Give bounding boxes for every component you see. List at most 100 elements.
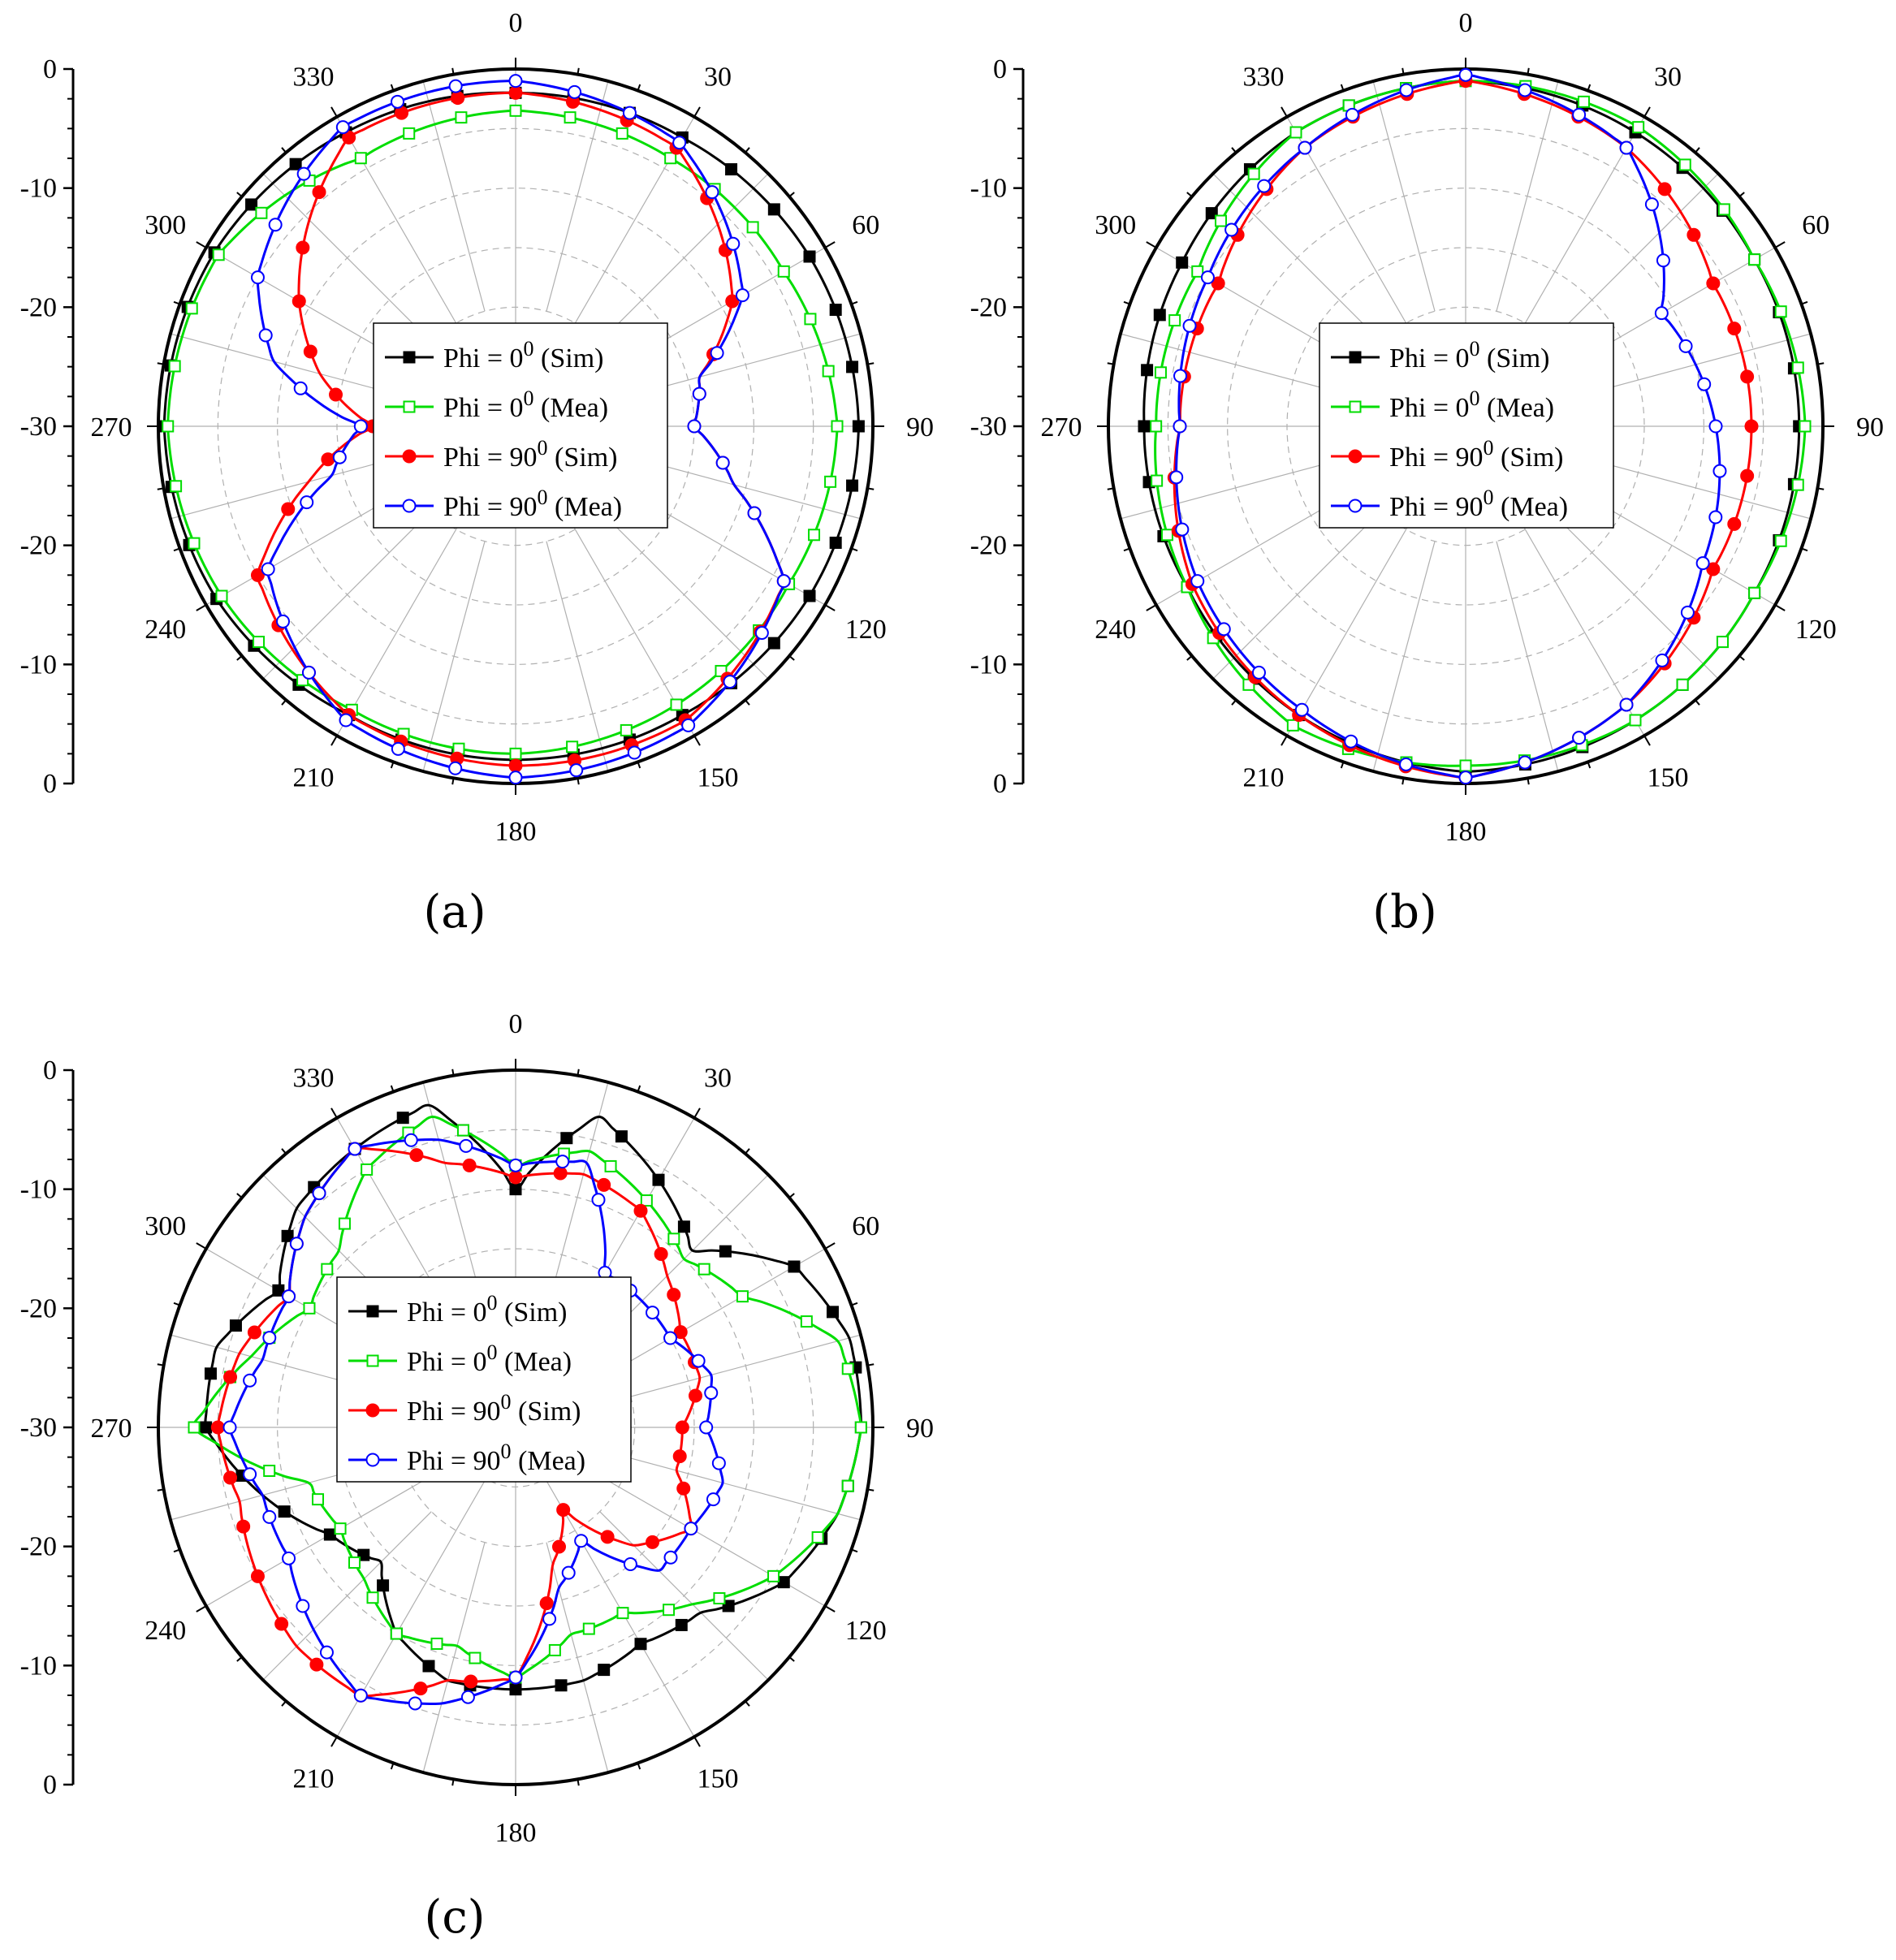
angle-tick [1774,241,1786,248]
data-point [699,1420,714,1435]
polar-chart-c: 0 30 60 90 120 150 180 210 240 270 300 330 0 -10 -20 -3… [20,1009,934,1848]
data-point [396,1112,409,1125]
data-point [456,1124,469,1137]
angle-tick [1527,778,1530,785]
angle-tick [693,106,701,118]
angle-tick-label: 180 [495,1818,537,1848]
legend-label: Phi = 900 (Mea) [407,1440,585,1476]
data-point [691,1353,706,1368]
data-point [1518,755,1532,770]
data-point [390,1627,403,1640]
data-point [258,328,273,343]
data-point [777,1576,790,1589]
data-point [229,1319,242,1332]
data-point [200,1421,213,1434]
data-point [560,1132,573,1145]
data-point [681,718,696,732]
data-point [272,1284,285,1297]
data-point [1173,419,1187,434]
angle-tick [824,604,836,611]
data-point [1678,339,1693,353]
angle-tick-label: 240 [145,1616,186,1646]
angle-tick [577,1779,580,1786]
data-point [1717,203,1730,216]
data-point [170,480,183,493]
angle-tick [824,1242,836,1250]
angle-tick [851,300,858,305]
data-point [776,574,791,589]
data-point [281,502,296,516]
data-point [1656,253,1670,268]
data-point [247,1325,261,1340]
angle-tick-label: 300 [145,210,186,240]
angle-tick [577,778,580,785]
radial-tick-label: 0 [43,54,57,84]
data-point [640,1194,653,1207]
data-point [1224,222,1239,237]
angle-tick-label: 150 [698,762,739,792]
data-point [556,1503,571,1517]
angle-tick-label: 240 [145,615,186,645]
data-point [1695,556,1710,571]
data-point [652,1173,665,1186]
data-point [263,1464,276,1477]
series-mea90 [250,74,791,785]
data-point [1458,67,1473,82]
legend: Phi = 00 (Sim) Phi = 00 (Mea) Phi = 900 (S… [373,322,668,529]
data-point [353,1688,368,1703]
angle-tick [637,762,641,769]
data-point [1774,534,1787,547]
data-point [1205,207,1218,220]
data-point [250,270,265,285]
angle-tick [1186,192,1193,197]
angle-tick [157,487,164,490]
legend-label: Phi = 00 (Mea) [443,386,608,423]
data-point [1289,126,1302,139]
data-point [348,1556,361,1569]
data-point [634,1638,647,1651]
angle-tick [281,1148,287,1155]
grid-spoke [1372,541,1436,772]
data-point [1712,464,1727,478]
angle-tick [451,67,455,75]
angle-tick-label: 180 [495,817,537,847]
data-point [846,360,859,373]
radial-axis: 0 -10 -20 -30 -20 -10 0 [20,54,75,799]
angle-tick [867,1488,875,1492]
legend-marker [403,400,416,413]
angle-tick [281,1700,287,1707]
angle-tick [196,604,207,611]
data-point [675,1618,688,1631]
data-point [723,675,737,689]
data-point [329,387,343,402]
data-point [1706,562,1721,576]
legend-label: Phi = 00 (Mea) [407,1340,572,1377]
data-point [508,85,523,100]
data-point [1680,605,1695,620]
angle-tick [693,1736,701,1747]
data-point [1215,214,1228,227]
angle-tick [788,655,795,661]
data-point [1286,719,1299,732]
angle-tick [788,1656,795,1662]
data-point [296,240,310,255]
legend-item-sim0: Phi = 00 (Sim) [348,1291,567,1328]
data-point [321,452,335,467]
legend-item-sim0: Phi = 00 (Sim) [385,337,603,373]
radial-tick-label: 0 [993,54,1007,84]
data-point [1458,771,1473,785]
data-point [722,1600,735,1612]
data-point [574,1534,589,1548]
data-point [735,288,749,303]
data-point [1727,322,1742,336]
grid-spoke [546,541,609,772]
radial-tick-label: 0 [43,769,57,799]
data-point [509,1683,522,1696]
data-point [826,1306,839,1319]
data-point [1740,468,1755,483]
data-point [663,1604,676,1617]
radial-tick-label: -30 [970,412,1007,442]
radial-tick-label: 0 [993,769,1007,799]
data-point [1182,318,1197,333]
data-point [829,536,842,549]
